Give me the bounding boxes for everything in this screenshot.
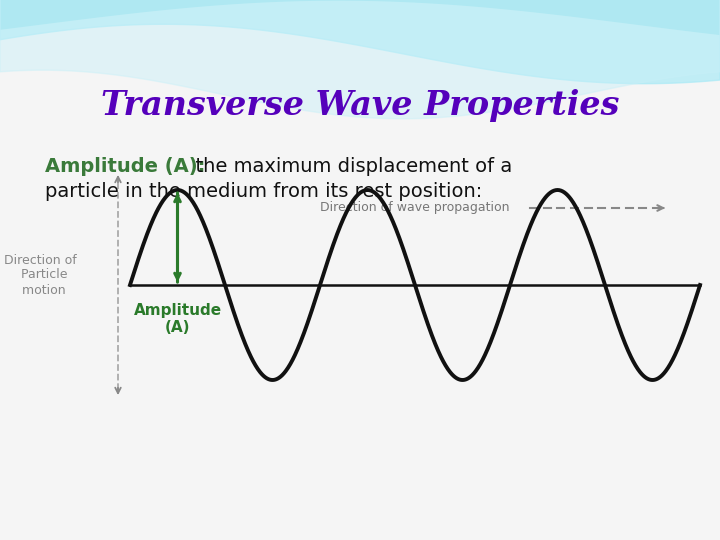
Text: Amplitude (A):: Amplitude (A): [45,157,205,176]
Text: particle in the medium from its rest position:: particle in the medium from its rest pos… [45,182,482,201]
Polygon shape [0,0,720,35]
Text: Direction of wave propagation: Direction of wave propagation [320,201,510,214]
Text: Direction of
  Particle
  motion: Direction of Particle motion [4,253,76,296]
Text: Amplitude
(A): Amplitude (A) [133,303,222,335]
Text: the maximum displacement of a: the maximum displacement of a [183,157,512,176]
Polygon shape [0,0,720,84]
Polygon shape [0,0,720,119]
Text: Transverse Wave Properties: Transverse Wave Properties [101,89,619,122]
